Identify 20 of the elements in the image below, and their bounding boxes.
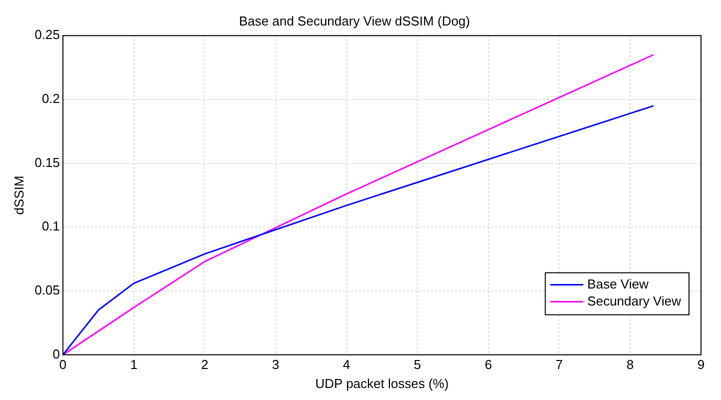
y-tick-label: 0.25 — [34, 27, 60, 42]
x-tick-label: 1 — [130, 357, 138, 372]
y-axis-title: dSSIM — [11, 176, 26, 215]
legend-label: Base View — [587, 276, 650, 292]
x-tick-label: 8 — [626, 357, 634, 372]
chart-title: Base and Secundary View dSSIM (Dog) — [239, 13, 470, 28]
y-tick-label: 0.15 — [34, 154, 60, 170]
x-axis-title: UDP packet losses (%) — [315, 376, 449, 391]
x-tick-label: 4 — [342, 357, 350, 372]
y-tick-label: 0.2 — [42, 91, 60, 106]
x-tick-label: 3 — [272, 357, 280, 372]
y-tick-label: 0.05 — [34, 282, 60, 298]
x-tick-label: 5 — [414, 357, 422, 372]
y-tick-label: 0.1 — [42, 218, 60, 234]
legend-label: Secundary View — [587, 293, 682, 308]
x-tick-label: 6 — [484, 357, 492, 372]
x-tick-label: 7 — [556, 357, 563, 372]
x-tick-label: 9 — [697, 357, 705, 372]
x-tick-label: 2 — [201, 357, 208, 372]
y-tick-label: 0 — [52, 346, 60, 362]
